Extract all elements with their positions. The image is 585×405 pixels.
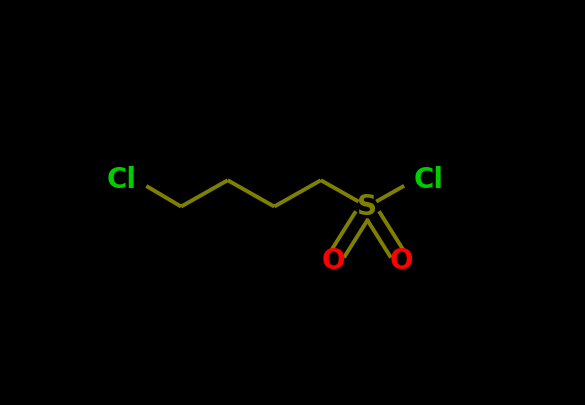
Text: S: S [357,192,377,221]
Text: O: O [390,247,414,275]
Text: O: O [321,247,345,275]
Text: Cl: Cl [106,166,136,194]
Text: Cl: Cl [414,166,444,194]
